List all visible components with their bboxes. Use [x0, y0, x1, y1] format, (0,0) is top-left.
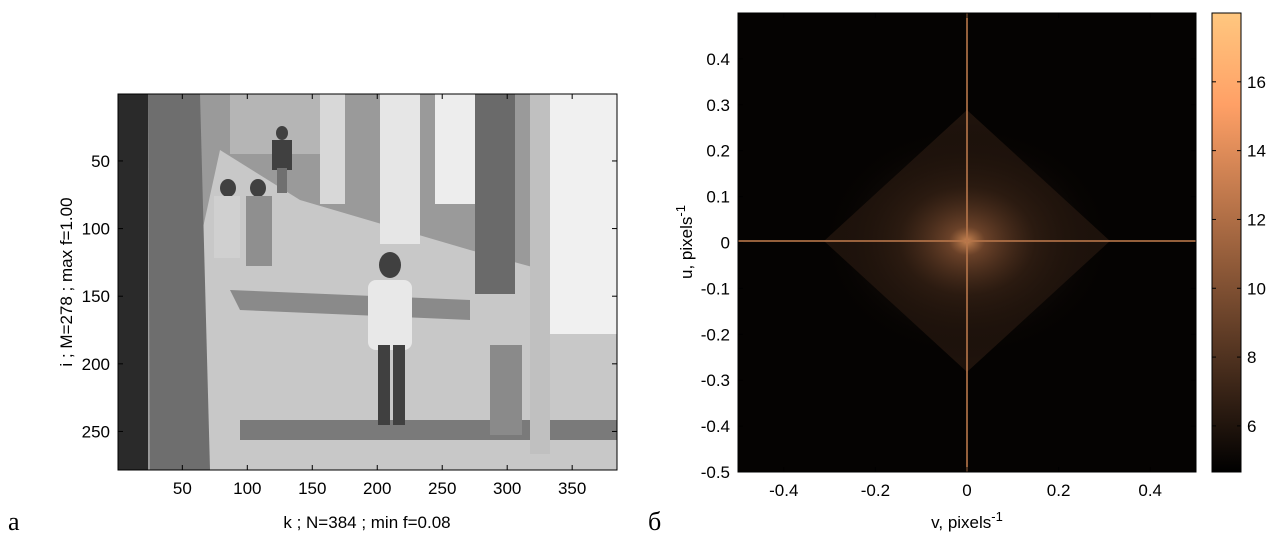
y-tick-label: 150	[82, 287, 110, 306]
x-tick-label: -0.2	[861, 481, 890, 500]
axes-box	[117, 93, 618, 471]
colorbar-tick-label: 14	[1247, 142, 1266, 161]
y-tick-label: 0.1	[706, 188, 730, 207]
photo	[118, 94, 617, 470]
y-tick-label: 200	[82, 355, 110, 374]
x-tick-label: 0.4	[1138, 481, 1162, 500]
y-tick-label: 0.2	[706, 142, 730, 161]
x-axis-label: k ; N=384 ; min f=0.08	[283, 513, 450, 532]
y-tick-label: -0.2	[701, 325, 730, 344]
x-tick-label: 200	[363, 479, 391, 498]
x-tick-label: 50	[173, 479, 192, 498]
x-tick-label: 250	[428, 479, 456, 498]
x-axis-label: v, pixels-1	[931, 509, 1003, 532]
x-tick-label: 0	[962, 481, 971, 500]
y-tick-label: -0.5	[701, 463, 730, 482]
y-tick-label: -0.3	[701, 371, 730, 390]
x-tick-label: 350	[558, 479, 586, 498]
y-axis-label: i ; M=278 ; max f=1.00	[57, 197, 76, 366]
y-tick-label: -0.1	[701, 279, 730, 298]
x-tick-label: 100	[233, 479, 261, 498]
panel-label: а	[8, 507, 20, 536]
y-tick-label: 0.3	[706, 96, 730, 115]
colorbar-tick-label: 8	[1247, 348, 1256, 367]
x-tick-label: -0.4	[769, 481, 798, 500]
y-tick-label: 250	[82, 422, 110, 441]
panel-label: б	[648, 507, 661, 536]
x-axis-label-sup: -1	[991, 509, 1003, 524]
colorbar	[1211, 12, 1242, 473]
y-tick-label: -0.4	[701, 417, 730, 436]
colorbar-tick-label: 16	[1247, 73, 1266, 92]
x-axis-label-text: v, pixels	[931, 513, 991, 532]
y-axis-label-sup: -1	[673, 205, 688, 217]
colorbar-tick-label: 6	[1247, 417, 1256, 436]
y-tick-label: 50	[91, 152, 110, 171]
y-tick-label: 0.4	[706, 50, 730, 69]
y-tick-label: 0	[721, 234, 730, 253]
x-tick-label: 150	[298, 479, 326, 498]
x-tick-label: 0.2	[1047, 481, 1071, 500]
y-axis-label: u, pixels-1	[673, 205, 696, 279]
spectrum	[738, 12, 1242, 473]
colorbar-tick-label: 12	[1247, 210, 1266, 229]
y-tick-label: 100	[82, 220, 110, 239]
colorbar-tick-label: 10	[1247, 279, 1266, 298]
y-axis-label-text: u, pixels	[677, 217, 696, 279]
x-tick-label: 300	[493, 479, 521, 498]
